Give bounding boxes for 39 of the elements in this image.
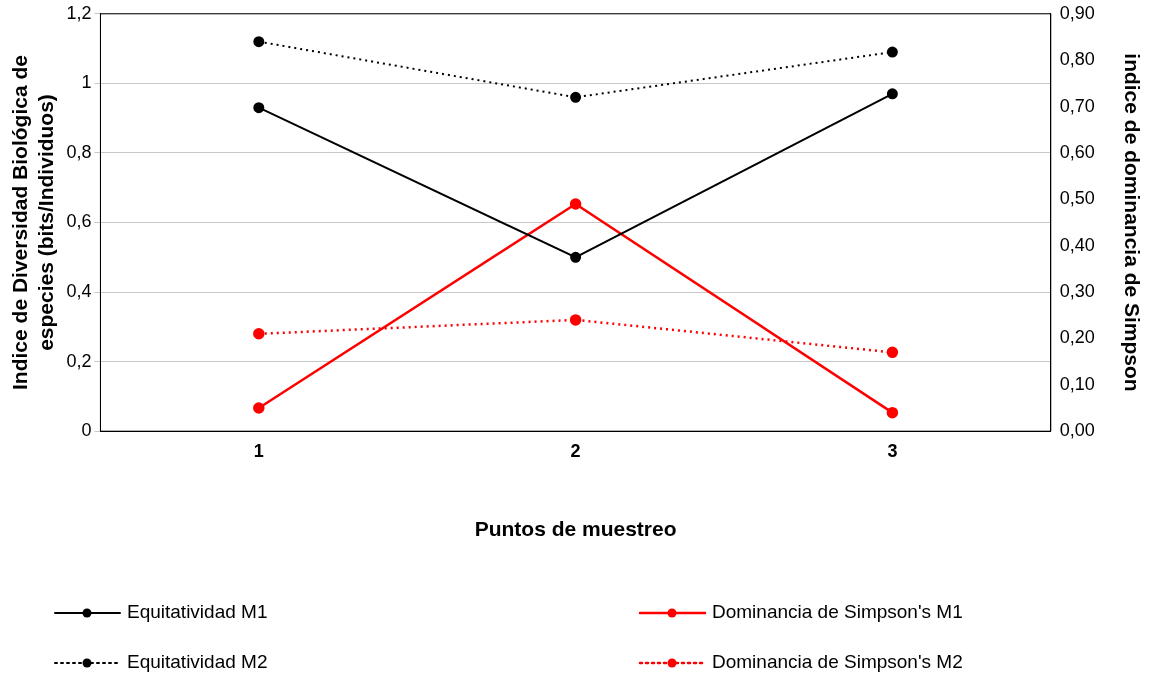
point bbox=[253, 36, 265, 48]
point bbox=[569, 198, 582, 210]
x-tick-label: 2 bbox=[570, 440, 581, 461]
point bbox=[886, 346, 899, 359]
y2-tick-label: 0,20 bbox=[1059, 327, 1095, 348]
point bbox=[253, 102, 265, 114]
y2-tick-label: 0,60 bbox=[1059, 141, 1095, 162]
legend-label: Equitatividad M2 bbox=[127, 651, 268, 673]
y2-tick-label: 0,30 bbox=[1059, 281, 1095, 302]
y-tick-label: 0,6 bbox=[66, 211, 92, 232]
legend-label: Dominancia de Simpson's M1 bbox=[712, 601, 963, 623]
y-tick-label: 0,4 bbox=[66, 281, 92, 302]
x-tick-label: 3 bbox=[887, 440, 898, 461]
y2-tick-label: 0,50 bbox=[1059, 188, 1095, 209]
y2-tick-label: 0,40 bbox=[1059, 234, 1095, 255]
y2-tick-label: 0,80 bbox=[1059, 49, 1095, 70]
y2-axis-title: indice de dominancia de Simpson bbox=[1120, 53, 1144, 392]
y-tick-label: 0,8 bbox=[66, 141, 92, 162]
point bbox=[253, 402, 265, 414]
point bbox=[569, 314, 582, 326]
point bbox=[886, 88, 898, 100]
x-tick-label: 1 bbox=[253, 440, 264, 461]
point bbox=[253, 328, 265, 340]
legend-label: Equitatividad M1 bbox=[127, 601, 268, 623]
y-tick-label: 0 bbox=[81, 420, 92, 441]
y2-tick-label: 0,10 bbox=[1059, 373, 1095, 394]
y-tick-label: 1,2 bbox=[66, 2, 92, 23]
point bbox=[570, 251, 582, 263]
point bbox=[886, 46, 898, 58]
point bbox=[886, 406, 899, 419]
point bbox=[570, 91, 582, 103]
y-axis-title: Indice de Diversidad Biológica de especies (bits/Individuos) bbox=[8, 55, 57, 390]
y2-tick-label: 0,70 bbox=[1059, 95, 1095, 116]
y2-tick-label: 0,00 bbox=[1059, 420, 1095, 441]
x-axis-title: Puntos de muestreo bbox=[474, 517, 677, 541]
legend-label: Dominancia de Simpson's M2 bbox=[712, 651, 963, 673]
y2-tick-label: 0,90 bbox=[1059, 2, 1095, 23]
y-tick-label: 0,2 bbox=[66, 350, 92, 371]
y-tick-label: 1 bbox=[81, 72, 92, 93]
